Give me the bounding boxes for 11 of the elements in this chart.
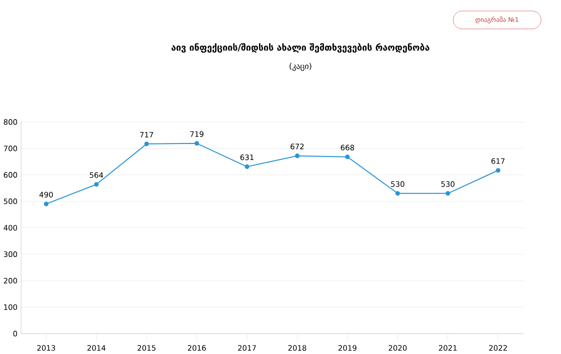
point bbox=[345, 154, 350, 160]
point bbox=[446, 191, 450, 196]
point bbox=[194, 141, 200, 146]
point bbox=[144, 142, 149, 146]
point bbox=[294, 154, 300, 158]
point bbox=[44, 202, 48, 206]
point bbox=[496, 168, 500, 173]
point bbox=[94, 182, 99, 187]
point bbox=[395, 191, 400, 196]
point bbox=[244, 164, 250, 169]
chart-title: აივ ინფექციის/შიდსის ახალი შემთხვევების რაოდენობა bbox=[172, 43, 430, 53]
